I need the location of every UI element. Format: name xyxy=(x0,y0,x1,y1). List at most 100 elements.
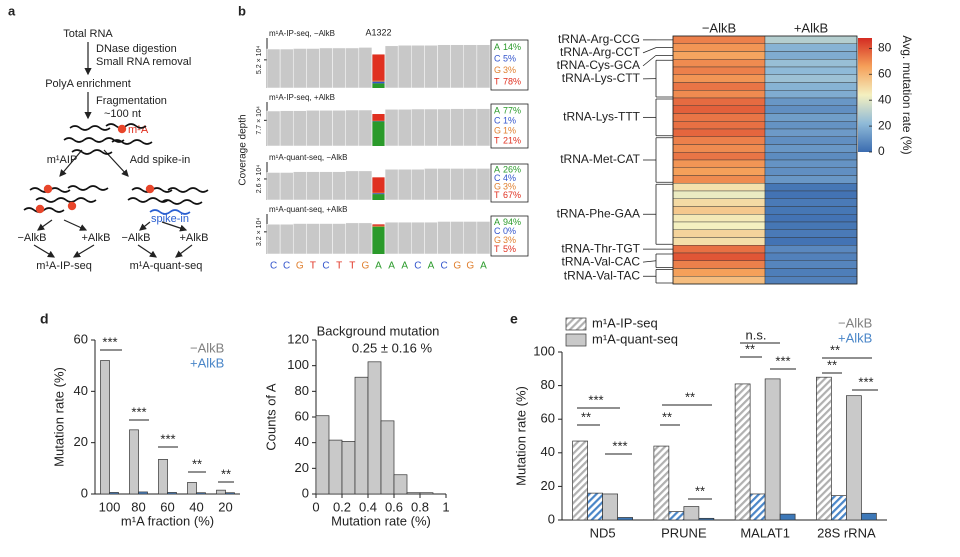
base-percent: 67% xyxy=(503,190,521,200)
coverage-bar xyxy=(332,223,346,255)
base-percent: 3% xyxy=(503,182,516,192)
base-letter: G xyxy=(494,182,501,192)
coverage-bar xyxy=(424,221,438,255)
y-tick-label: 20 xyxy=(541,478,555,493)
heatmap-cell xyxy=(764,97,858,106)
heatmap-cell xyxy=(764,152,858,161)
m1a-dot xyxy=(35,204,45,214)
coverage-bar xyxy=(463,221,478,255)
column-label: +AlkB xyxy=(794,20,828,35)
y-tick-label: 0 xyxy=(81,485,88,500)
coverage-bar xyxy=(476,44,491,89)
base-letter: G xyxy=(494,125,501,135)
heatmap-border xyxy=(672,35,858,285)
heatmap-cell xyxy=(764,43,858,52)
significance: *** xyxy=(131,404,146,419)
heatmap-cell xyxy=(764,113,858,122)
bar xyxy=(587,492,603,521)
bar xyxy=(617,517,633,521)
bar xyxy=(167,492,177,495)
coverage-bar xyxy=(397,44,412,89)
heatmap-cell xyxy=(672,276,766,285)
fragment xyxy=(127,197,169,203)
legend-text: m¹A-IP-seq xyxy=(592,315,658,330)
x-tick-label: 0.4 xyxy=(359,499,377,514)
step-text: Total RNA xyxy=(63,28,113,40)
panel-label: b xyxy=(238,3,246,18)
base-letter: A xyxy=(494,42,500,52)
step-text: PolyA enrichment xyxy=(45,78,131,90)
base-percent: 0% xyxy=(503,226,516,236)
fragment xyxy=(161,199,203,205)
heatmap-cell xyxy=(672,105,766,114)
row-connector xyxy=(642,260,657,263)
bar xyxy=(225,492,235,495)
histogram-bar xyxy=(341,441,356,495)
sequence-letter: A xyxy=(401,261,408,272)
base-fraction xyxy=(372,81,385,84)
y-tick-label: 60 xyxy=(74,331,88,346)
coverage-bar xyxy=(332,47,346,89)
m1a-dot xyxy=(67,201,77,211)
coverage-bar xyxy=(266,110,281,147)
track-label: m¹A-IP-seq, +AlkB xyxy=(269,93,335,102)
base-fraction xyxy=(372,54,385,81)
heatmap-cell xyxy=(764,59,858,68)
coverage-bar xyxy=(397,221,412,255)
step-text: m¹AIP xyxy=(47,154,78,166)
heatmap-cell xyxy=(764,66,858,75)
column-label: −AlkB xyxy=(702,20,736,35)
histogram-bar xyxy=(367,361,382,495)
coverage-bar xyxy=(279,48,294,89)
base-fraction xyxy=(372,80,385,82)
workflow-diagram: a Total RNA DNase digestion Small RNA re… xyxy=(8,3,209,271)
bar xyxy=(158,459,168,495)
base-letter: A xyxy=(494,217,500,227)
percent-box xyxy=(490,103,529,149)
heatmap-cell xyxy=(764,245,858,254)
coverage-bar xyxy=(279,172,294,201)
heatmap-cell xyxy=(672,113,766,122)
base-letter: C xyxy=(494,54,501,64)
heatmap-cell xyxy=(672,74,766,83)
y-tick-label: 40 xyxy=(541,444,555,459)
coverage-bar xyxy=(266,48,281,89)
fragment xyxy=(35,197,97,203)
legend-text: −AlkB xyxy=(838,315,872,330)
base-fraction xyxy=(372,194,385,200)
y-axis-label: Mutation rate (%) xyxy=(51,367,66,467)
sequence-letter: T xyxy=(310,261,316,272)
x-tick-label: 1 xyxy=(442,499,449,514)
base-letter: A xyxy=(494,105,500,115)
m1a-dot xyxy=(145,184,155,194)
coverage-bar xyxy=(384,168,399,201)
coverage-bar xyxy=(424,168,438,201)
x-tick-label: 40 xyxy=(189,499,203,514)
condition-text: −AlkB xyxy=(121,232,150,244)
histogram-bar xyxy=(315,415,330,495)
y-tick-label: 20 xyxy=(295,460,309,475)
coverage-bar xyxy=(450,221,465,255)
significance: ** xyxy=(685,389,695,404)
coverage-bar xyxy=(358,170,373,201)
bar xyxy=(216,489,226,495)
base-fraction xyxy=(372,121,385,146)
legend-text: +AlkB xyxy=(190,355,224,370)
significance: *** xyxy=(588,392,603,407)
heatmap-cell xyxy=(764,252,858,261)
heatmap-cell xyxy=(672,66,766,75)
row-connector xyxy=(642,55,657,67)
coverage-bar xyxy=(292,223,307,255)
y-tick-label: 20 xyxy=(74,434,88,449)
heatmap-cell xyxy=(764,214,858,223)
base-percent: 21% xyxy=(503,135,521,145)
base-percent: 3% xyxy=(503,235,516,245)
heatmap-cell xyxy=(672,128,766,137)
base-percent: 78% xyxy=(503,77,521,87)
sequence-letter: G xyxy=(466,261,474,272)
coverage-bar xyxy=(463,44,478,89)
step-text: Add spike-in xyxy=(130,154,191,166)
base-letter: A xyxy=(494,165,500,175)
bar xyxy=(138,491,148,495)
